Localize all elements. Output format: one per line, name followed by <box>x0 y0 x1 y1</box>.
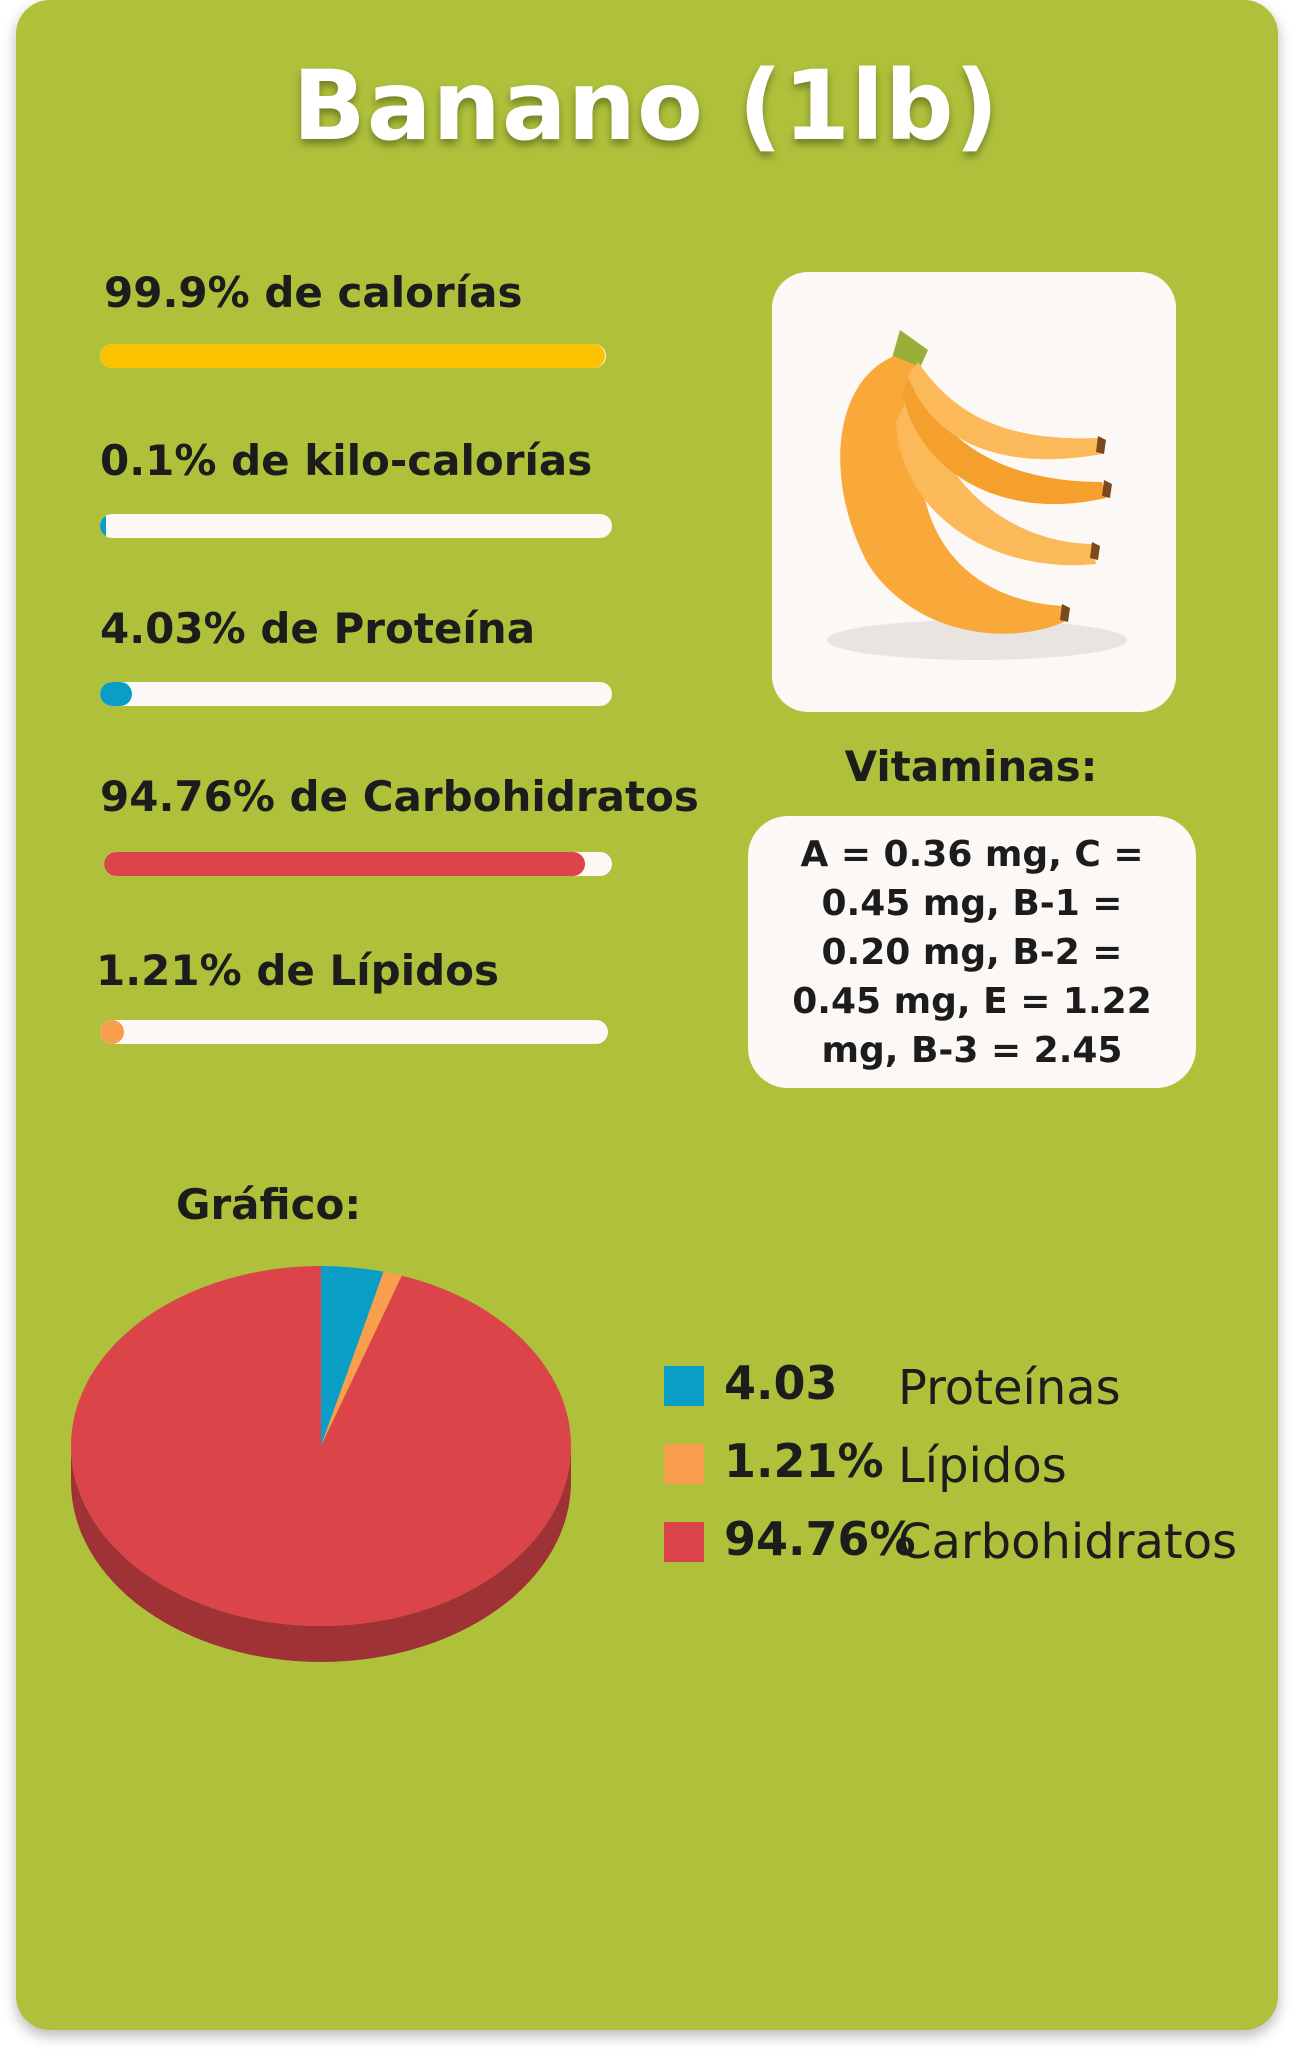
progress-bar-kilocalories <box>100 514 612 538</box>
progress-bar-carbs <box>104 852 612 876</box>
progress-fill-calories <box>100 344 606 368</box>
legend-name-protein: Proteínas <box>898 1360 1121 1416</box>
progress-fill-kilocalories <box>100 514 106 538</box>
banana-bunch-icon <box>827 330 1127 660</box>
legend-swatch-carbs <box>664 1522 704 1562</box>
page-title: Banano (1lb) <box>292 50 1000 162</box>
legend-value-protein: 4.03 <box>724 1356 838 1410</box>
stat-label-lipids: 1.21% de Lípidos <box>96 946 500 995</box>
pie-slice-proteínas <box>321 1266 384 1446</box>
pie-slice-lípidos <box>321 1271 402 1446</box>
progress-fill-lipids <box>100 1020 124 1044</box>
vitamins-panel: A = 0.36 mg, C = 0.45 mg, B-1 = 0.20 mg,… <box>748 816 1196 1088</box>
vitamins-heading: Vitaminas: <box>844 742 1098 791</box>
vitamins-text: A = 0.36 mg, C = 0.45 mg, B-1 = 0.20 mg,… <box>792 833 1152 1071</box>
stat-label-calories: 99.9% de calorías <box>104 268 523 317</box>
legend-value-lipids: 1.21% <box>724 1434 884 1488</box>
pie-chart <box>71 1266 571 1662</box>
legend-value-carbs: 94.76% <box>724 1512 916 1566</box>
stat-label-carbs: 94.76% de Carbohidratos <box>100 772 699 821</box>
legend-name-carbs: Carbohidratos <box>898 1514 1238 1570</box>
progress-bar-calories <box>100 344 606 368</box>
legend-name-lipids: Lípidos <box>898 1438 1067 1494</box>
pie-side <box>71 1446 571 1662</box>
legend-swatch-lipids <box>664 1444 704 1484</box>
banana-image-panel <box>772 272 1176 712</box>
chart-heading: Gráfico: <box>176 1180 362 1229</box>
pie-slice-carbohidratos <box>71 1266 571 1626</box>
stat-label-protein: 4.03% de Proteína <box>100 604 536 653</box>
stat-label-kilocalories: 0.1% de kilo-calorías <box>100 436 593 485</box>
pie-chart-container <box>66 1256 576 1666</box>
legend-swatch-protein <box>664 1366 704 1406</box>
progress-bar-protein <box>100 682 612 706</box>
progress-fill-protein <box>100 682 132 706</box>
progress-fill-carbs <box>104 852 586 876</box>
progress-bar-lipids <box>100 1020 608 1044</box>
